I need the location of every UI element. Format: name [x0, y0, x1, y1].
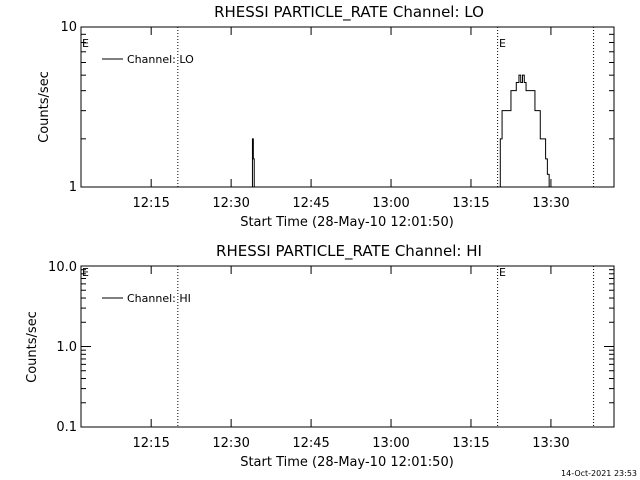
panel-hi: RHESSI PARTICLE_RATE Channel: HI Counts/…: [25, 242, 615, 470]
x-tick-label-lo-0: 12:15: [132, 196, 169, 211]
x-tick-label-lo-1: 12:30: [212, 196, 249, 211]
x-tick-label-hi-5: 13:30: [532, 436, 569, 451]
x-axis-ticks-hi: 12:15 12:30 12:45 13:00 13:15 13:30: [81, 266, 614, 451]
event-marker-label-lo: E: [499, 37, 506, 50]
x-axis-label-hi: Start Time (28-May-10 12:01:50): [240, 455, 454, 470]
y-tick-label-hi-1: 1.0: [56, 340, 77, 355]
y-tick-label-lo-max: 10: [60, 20, 77, 35]
x-tick-label-hi-0: 12:15: [132, 436, 169, 451]
x-tick-label-hi-3: 13:00: [372, 436, 409, 451]
event-marker-label-hi: E: [499, 266, 506, 279]
legend-label-hi: Channel: HI: [127, 292, 191, 305]
generation-timestamp: 14-Oct-2021 23:53: [561, 469, 637, 478]
chart-title-hi: RHESSI PARTICLE_RATE Channel: HI: [216, 242, 482, 261]
axis-start-marker-hi: E: [82, 266, 89, 279]
y-tick-label-hi-10: 10.0: [48, 260, 77, 275]
y-axis-label-hi: Counts/sec: [25, 311, 40, 383]
y-tick-label-hi-01: 0.1: [56, 420, 77, 435]
plot-frame-lo: [80, 26, 615, 188]
x-tick-label-hi-1: 12:30: [212, 436, 249, 451]
series-group-lo: [250, 74, 551, 188]
x-tick-label-hi-2: 12:45: [292, 436, 329, 451]
x-tick-label-lo-5: 13:30: [532, 196, 569, 211]
panel-lo: RHESSI PARTICLE_RATE Channel: LO Counts/…: [37, 3, 615, 230]
y-tick-label-lo-min: 1: [69, 180, 77, 195]
y-axis-label-lo: Counts/sec: [37, 71, 52, 143]
series-line-lo-0: [250, 74, 551, 188]
x-tick-label-lo-4: 13:15: [452, 196, 489, 211]
legend-label-lo: Channel: LO: [127, 53, 194, 66]
x-tick-label-lo-3: 13:00: [372, 196, 409, 211]
x-tick-label-lo-2: 12:45: [292, 196, 329, 211]
axis-start-marker-lo: E: [82, 37, 89, 50]
chart-title-lo: RHESSI PARTICLE_RATE Channel: LO: [214, 3, 484, 22]
x-axis-label-lo: Start Time (28-May-10 12:01:50): [240, 215, 454, 230]
x-tick-label-hi-4: 13:15: [452, 436, 489, 451]
x-axis-ticks-lo: 12:15 12:30 12:45 13:00 13:15 13:30: [81, 27, 614, 211]
